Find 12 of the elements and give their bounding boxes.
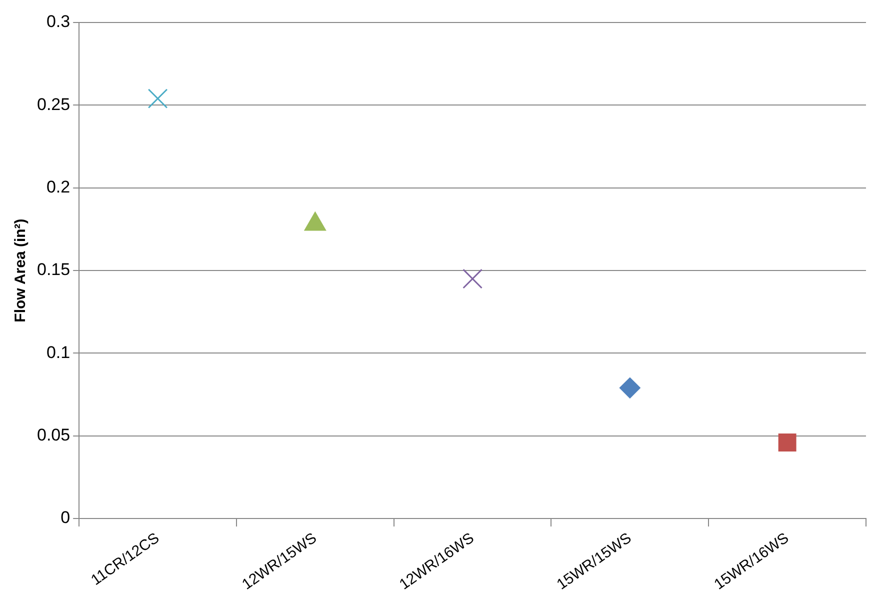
y-tick-label: 0.2: [46, 178, 70, 197]
y-tick-label: 0.05: [36, 426, 70, 445]
point: [778, 433, 796, 452]
y-axis-title: Flow Area (in²): [12, 218, 30, 322]
point: [148, 88, 168, 108]
y-tick-label: 0: [60, 508, 70, 528]
y-tick-label: 0.15: [36, 260, 70, 280]
y-tick-label: 0.1: [46, 342, 70, 362]
point: [462, 268, 482, 289]
y-tick-label: 0.3: [46, 12, 70, 32]
point: [619, 377, 640, 398]
y-tick-label: 0.25: [36, 94, 70, 114]
